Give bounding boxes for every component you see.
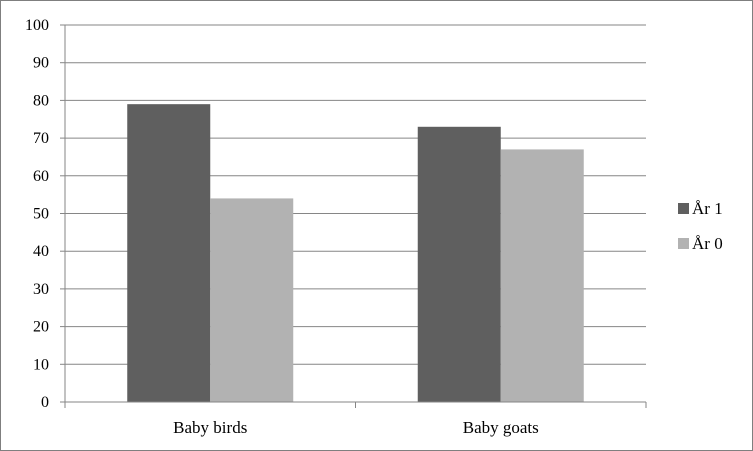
y-tick-label: 20 <box>33 319 49 336</box>
category-label: Baby birds <box>173 418 247 437</box>
y-tick-label: 50 <box>33 206 49 223</box>
y-tick-label: 70 <box>33 130 49 147</box>
legend-label: År 0 <box>692 234 723 253</box>
y-tick-label: 0 <box>41 394 49 411</box>
y-tick-label: 40 <box>33 243 49 260</box>
bars <box>127 104 584 403</box>
legend-swatch <box>678 238 689 249</box>
y-tick-label: 10 <box>33 356 49 373</box>
bar-ar1-baby-goats <box>417 126 501 402</box>
axes <box>60 24 647 408</box>
legend: År 1 År 0 <box>678 199 723 253</box>
legend-label: År 1 <box>692 199 723 218</box>
category-label: Baby goats <box>463 418 539 437</box>
bar-ar0-baby-birds <box>210 198 294 402</box>
category-labels: Baby birds Baby goats <box>173 418 539 437</box>
y-tick-label: 80 <box>33 92 49 109</box>
bar-ar0-baby-goats <box>500 149 584 402</box>
y-tick-label: 100 <box>25 17 49 34</box>
legend-swatch <box>678 203 689 214</box>
y-tick-label: 30 <box>33 281 49 298</box>
y-tick-label: 90 <box>33 55 49 72</box>
bar-ar1-baby-birds <box>127 104 211 403</box>
y-tick-label: 60 <box>33 168 49 185</box>
y-tick-labels: 0 10 20 30 40 50 60 70 80 90 100 <box>25 17 49 411</box>
